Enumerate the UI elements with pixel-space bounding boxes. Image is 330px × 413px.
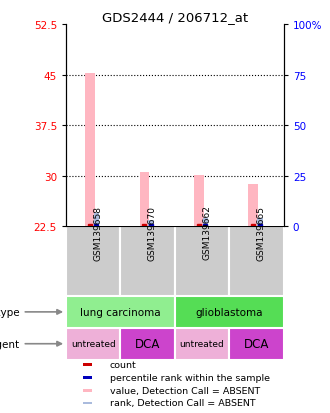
Text: percentile rank within the sample: percentile rank within the sample — [110, 373, 270, 382]
FancyBboxPatch shape — [175, 328, 229, 360]
Bar — [83, 363, 92, 366]
Text: cell type: cell type — [0, 307, 20, 317]
Bar — [94, 214, 99, 227]
FancyBboxPatch shape — [229, 328, 284, 360]
Text: lung carcinoma: lung carcinoma — [80, 307, 161, 317]
Bar — [194, 176, 204, 227]
Text: GSM139665: GSM139665 — [256, 205, 266, 260]
Text: DCA: DCA — [244, 337, 269, 350]
Bar — [85, 74, 95, 227]
Text: untreated: untreated — [71, 339, 116, 349]
Bar — [148, 220, 154, 227]
Text: GSM139662: GSM139662 — [202, 205, 211, 260]
Text: value, Detection Call = ABSENT: value, Detection Call = ABSENT — [110, 386, 260, 395]
Text: rank, Detection Call = ABSENT: rank, Detection Call = ABSENT — [110, 399, 255, 408]
Text: count: count — [110, 360, 136, 369]
FancyBboxPatch shape — [120, 328, 175, 360]
FancyBboxPatch shape — [175, 227, 229, 296]
Text: GSM139670: GSM139670 — [148, 205, 157, 260]
FancyBboxPatch shape — [66, 296, 175, 328]
Text: glioblastoma: glioblastoma — [196, 307, 263, 317]
Bar — [140, 172, 149, 227]
FancyBboxPatch shape — [66, 328, 120, 360]
Bar — [83, 401, 92, 404]
Text: DCA: DCA — [135, 337, 160, 350]
FancyBboxPatch shape — [229, 227, 284, 296]
Title: GDS2444 / 206712_at: GDS2444 / 206712_at — [102, 11, 248, 24]
Bar — [257, 218, 263, 227]
Text: agent: agent — [0, 339, 20, 349]
Bar — [203, 218, 208, 227]
Text: untreated: untreated — [180, 339, 224, 349]
Bar — [248, 185, 258, 227]
FancyBboxPatch shape — [175, 296, 284, 328]
Text: GSM139658: GSM139658 — [93, 205, 102, 260]
FancyBboxPatch shape — [120, 227, 175, 296]
Bar — [83, 389, 92, 392]
Bar — [83, 376, 92, 379]
FancyBboxPatch shape — [66, 227, 120, 296]
